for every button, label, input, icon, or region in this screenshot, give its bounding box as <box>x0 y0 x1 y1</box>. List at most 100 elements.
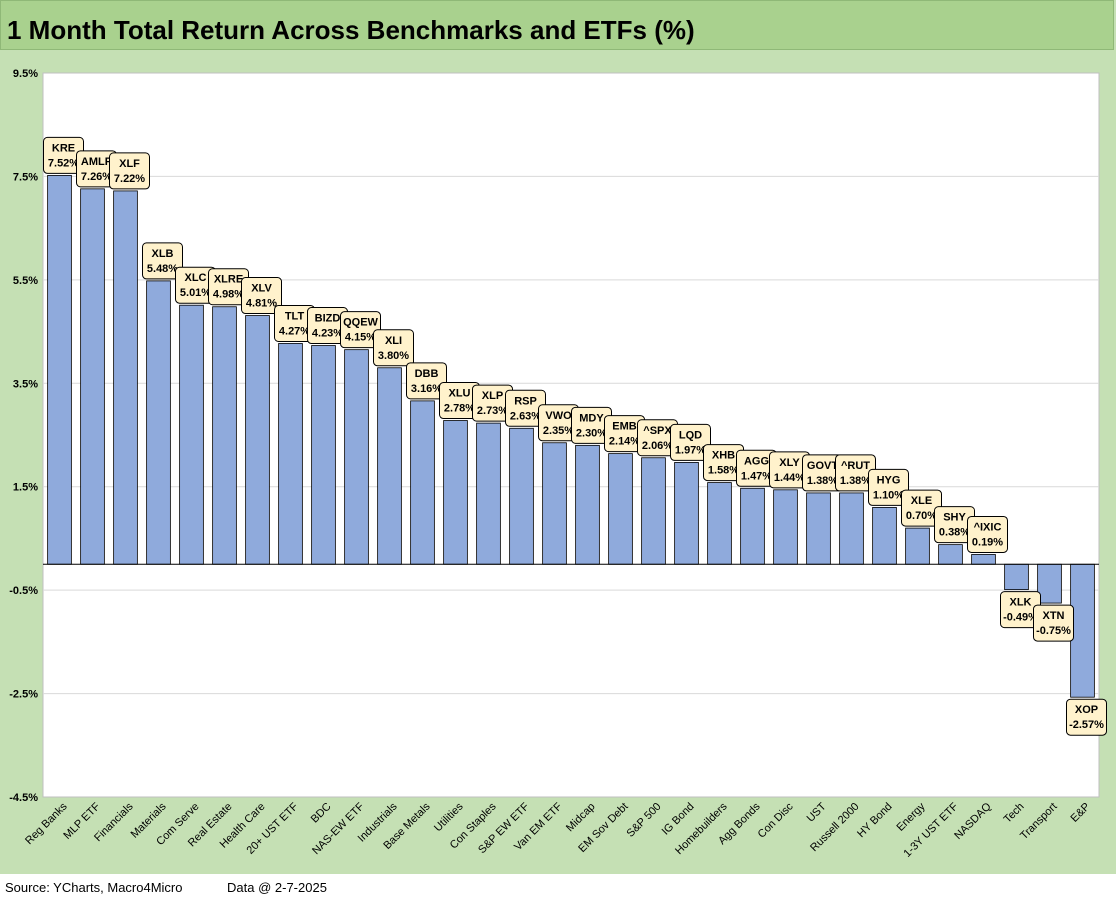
data-label-box <box>967 515 1008 553</box>
x-tick-label: BDC <box>309 801 334 826</box>
data-label-box <box>868 468 909 506</box>
ticker-label: XLF <box>119 158 140 170</box>
data-date-note: Data @ 2-7-2025 <box>227 880 327 895</box>
ticker-label: XLB <box>152 248 174 260</box>
y-tick-label: 3.5% <box>13 378 38 390</box>
data-label-box <box>142 242 183 280</box>
data-label: GOVT 1.38% <box>802 454 843 492</box>
ticker-label: EMB <box>612 421 637 433</box>
value-label: 1.97% <box>675 444 706 456</box>
data-label: XLC 5.01% <box>175 266 216 304</box>
x-tick-label: Reg Banks <box>23 800 70 847</box>
bar <box>113 190 138 565</box>
chart-title: 1 Month Total Return Across Benchmarks a… <box>7 15 695 45</box>
data-label: KRE 7.52% <box>43 136 84 174</box>
gridlines <box>43 175 1099 695</box>
data-label-box <box>1033 604 1074 642</box>
value-label: -0.75% <box>1036 625 1071 637</box>
y-tick-label: 5.5% <box>13 275 38 287</box>
y-tick-label: -0.5% <box>9 585 38 597</box>
ticker-label: MDY <box>579 412 604 424</box>
value-label: 2.14% <box>609 436 640 448</box>
bar <box>806 492 831 565</box>
bar <box>872 506 897 565</box>
value-label: 5.01% <box>180 287 211 299</box>
data-label: RSP 2.63% <box>505 389 546 427</box>
data-label: XLK -0.49% <box>1000 591 1041 629</box>
data-label: LQD 1.97% <box>670 423 711 461</box>
bar <box>740 487 765 565</box>
y-tick-label: 1.5% <box>13 482 38 494</box>
ticker-label: XLP <box>482 390 503 402</box>
value-label: -0.49% <box>1003 612 1038 624</box>
bar <box>1004 563 1029 591</box>
ticker-label: XLC <box>185 272 207 284</box>
data-label-box <box>373 329 414 367</box>
bar <box>344 349 369 565</box>
y-axis: 9.5% 7.5% 5.5% 3.5% 1.5% -0.5% -2.5% -4.5% <box>9 68 38 804</box>
data-label: EMB 2.14% <box>604 415 645 453</box>
data-label: HYG 1.10% <box>868 468 909 506</box>
value-label: 1.10% <box>873 489 904 501</box>
data-label: XLP 2.73% <box>472 384 513 422</box>
value-label: 5.48% <box>147 263 178 275</box>
y-tick-label: -2.5% <box>9 689 38 701</box>
value-label: 0.38% <box>939 527 970 539</box>
data-label: XHB 1.58% <box>703 444 744 482</box>
data-label: XLU 2.78% <box>439 382 480 420</box>
bar <box>311 345 336 565</box>
data-label-box <box>670 423 711 461</box>
bar <box>905 527 930 565</box>
value-label: 2.06% <box>642 440 673 452</box>
bar <box>839 492 864 565</box>
ticker-label: VWO <box>545 410 572 422</box>
value-label: 2.73% <box>477 405 508 417</box>
ticker-label: XLK <box>1010 597 1032 609</box>
bar <box>476 422 501 565</box>
data-label: ^IXIC 0.19% <box>967 515 1008 553</box>
bar <box>674 462 699 565</box>
bar <box>608 453 633 565</box>
bar <box>443 420 468 565</box>
data-label-box <box>1066 698 1107 736</box>
ticker-label: XLRE <box>214 274 243 286</box>
data-label: XLY 1.44% <box>769 451 810 489</box>
bar <box>707 482 732 565</box>
value-label: 7.26% <box>81 171 112 183</box>
data-label: SHY 0.38% <box>934 506 975 544</box>
x-tick-label: Con Disc <box>756 800 796 840</box>
value-label: 3.80% <box>378 350 409 362</box>
data-labels: KRE 7.52% AMLP 7.26% XLF 7.22% XLB 5.48% XLC 5.01… <box>43 136 1107 736</box>
ticker-label: AGG <box>744 455 769 467</box>
value-label: 3.16% <box>411 383 442 395</box>
value-label: 1.44% <box>774 472 805 484</box>
footer <box>0 874 1116 906</box>
value-label: 4.15% <box>345 332 376 344</box>
ticker-label: XLV <box>251 283 272 295</box>
data-label: XLE 0.70% <box>901 489 942 527</box>
data-label: AGG 1.47% <box>736 449 777 487</box>
value-label: 4.27% <box>279 325 310 337</box>
ticker-label: BIZD <box>315 313 341 325</box>
ticker-label: XHB <box>712 450 735 462</box>
value-label: 4.23% <box>312 328 343 340</box>
ticker-label: XLY <box>779 457 800 469</box>
y-tick-label: 7.5% <box>13 171 38 183</box>
ticker-label: TLT <box>285 310 305 322</box>
value-label: 0.70% <box>906 510 937 522</box>
x-tick-label: Tech <box>1002 801 1027 826</box>
ticker-label: XOP <box>1075 704 1098 716</box>
data-label: XLI 3.80% <box>373 329 414 367</box>
data-label: ^RUT 1.38% <box>835 454 876 492</box>
data-label-box <box>109 152 150 190</box>
data-label-box <box>406 362 447 400</box>
data-label: XLRE 4.98% <box>208 268 249 306</box>
x-tick-label: UST <box>805 800 829 824</box>
value-label: 2.63% <box>510 410 541 422</box>
ticker-label: ^RUT <box>841 460 870 472</box>
data-label: DBB 3.16% <box>406 362 447 400</box>
data-label: AMLP 7.26% <box>76 150 117 188</box>
y-tick-label: -4.5% <box>9 792 38 804</box>
value-label: 1.58% <box>708 465 739 477</box>
